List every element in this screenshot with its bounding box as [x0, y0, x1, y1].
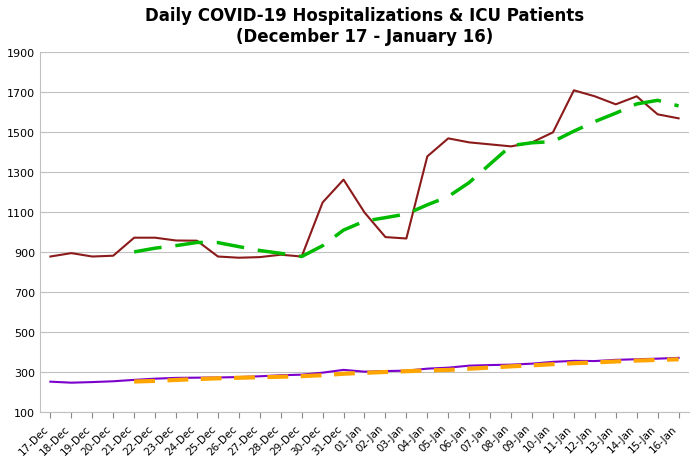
- Title: Daily COVID-19 Hospitalizations & ICU Patients
(December 17 - January 16): Daily COVID-19 Hospitalizations & ICU Pa…: [145, 7, 584, 46]
